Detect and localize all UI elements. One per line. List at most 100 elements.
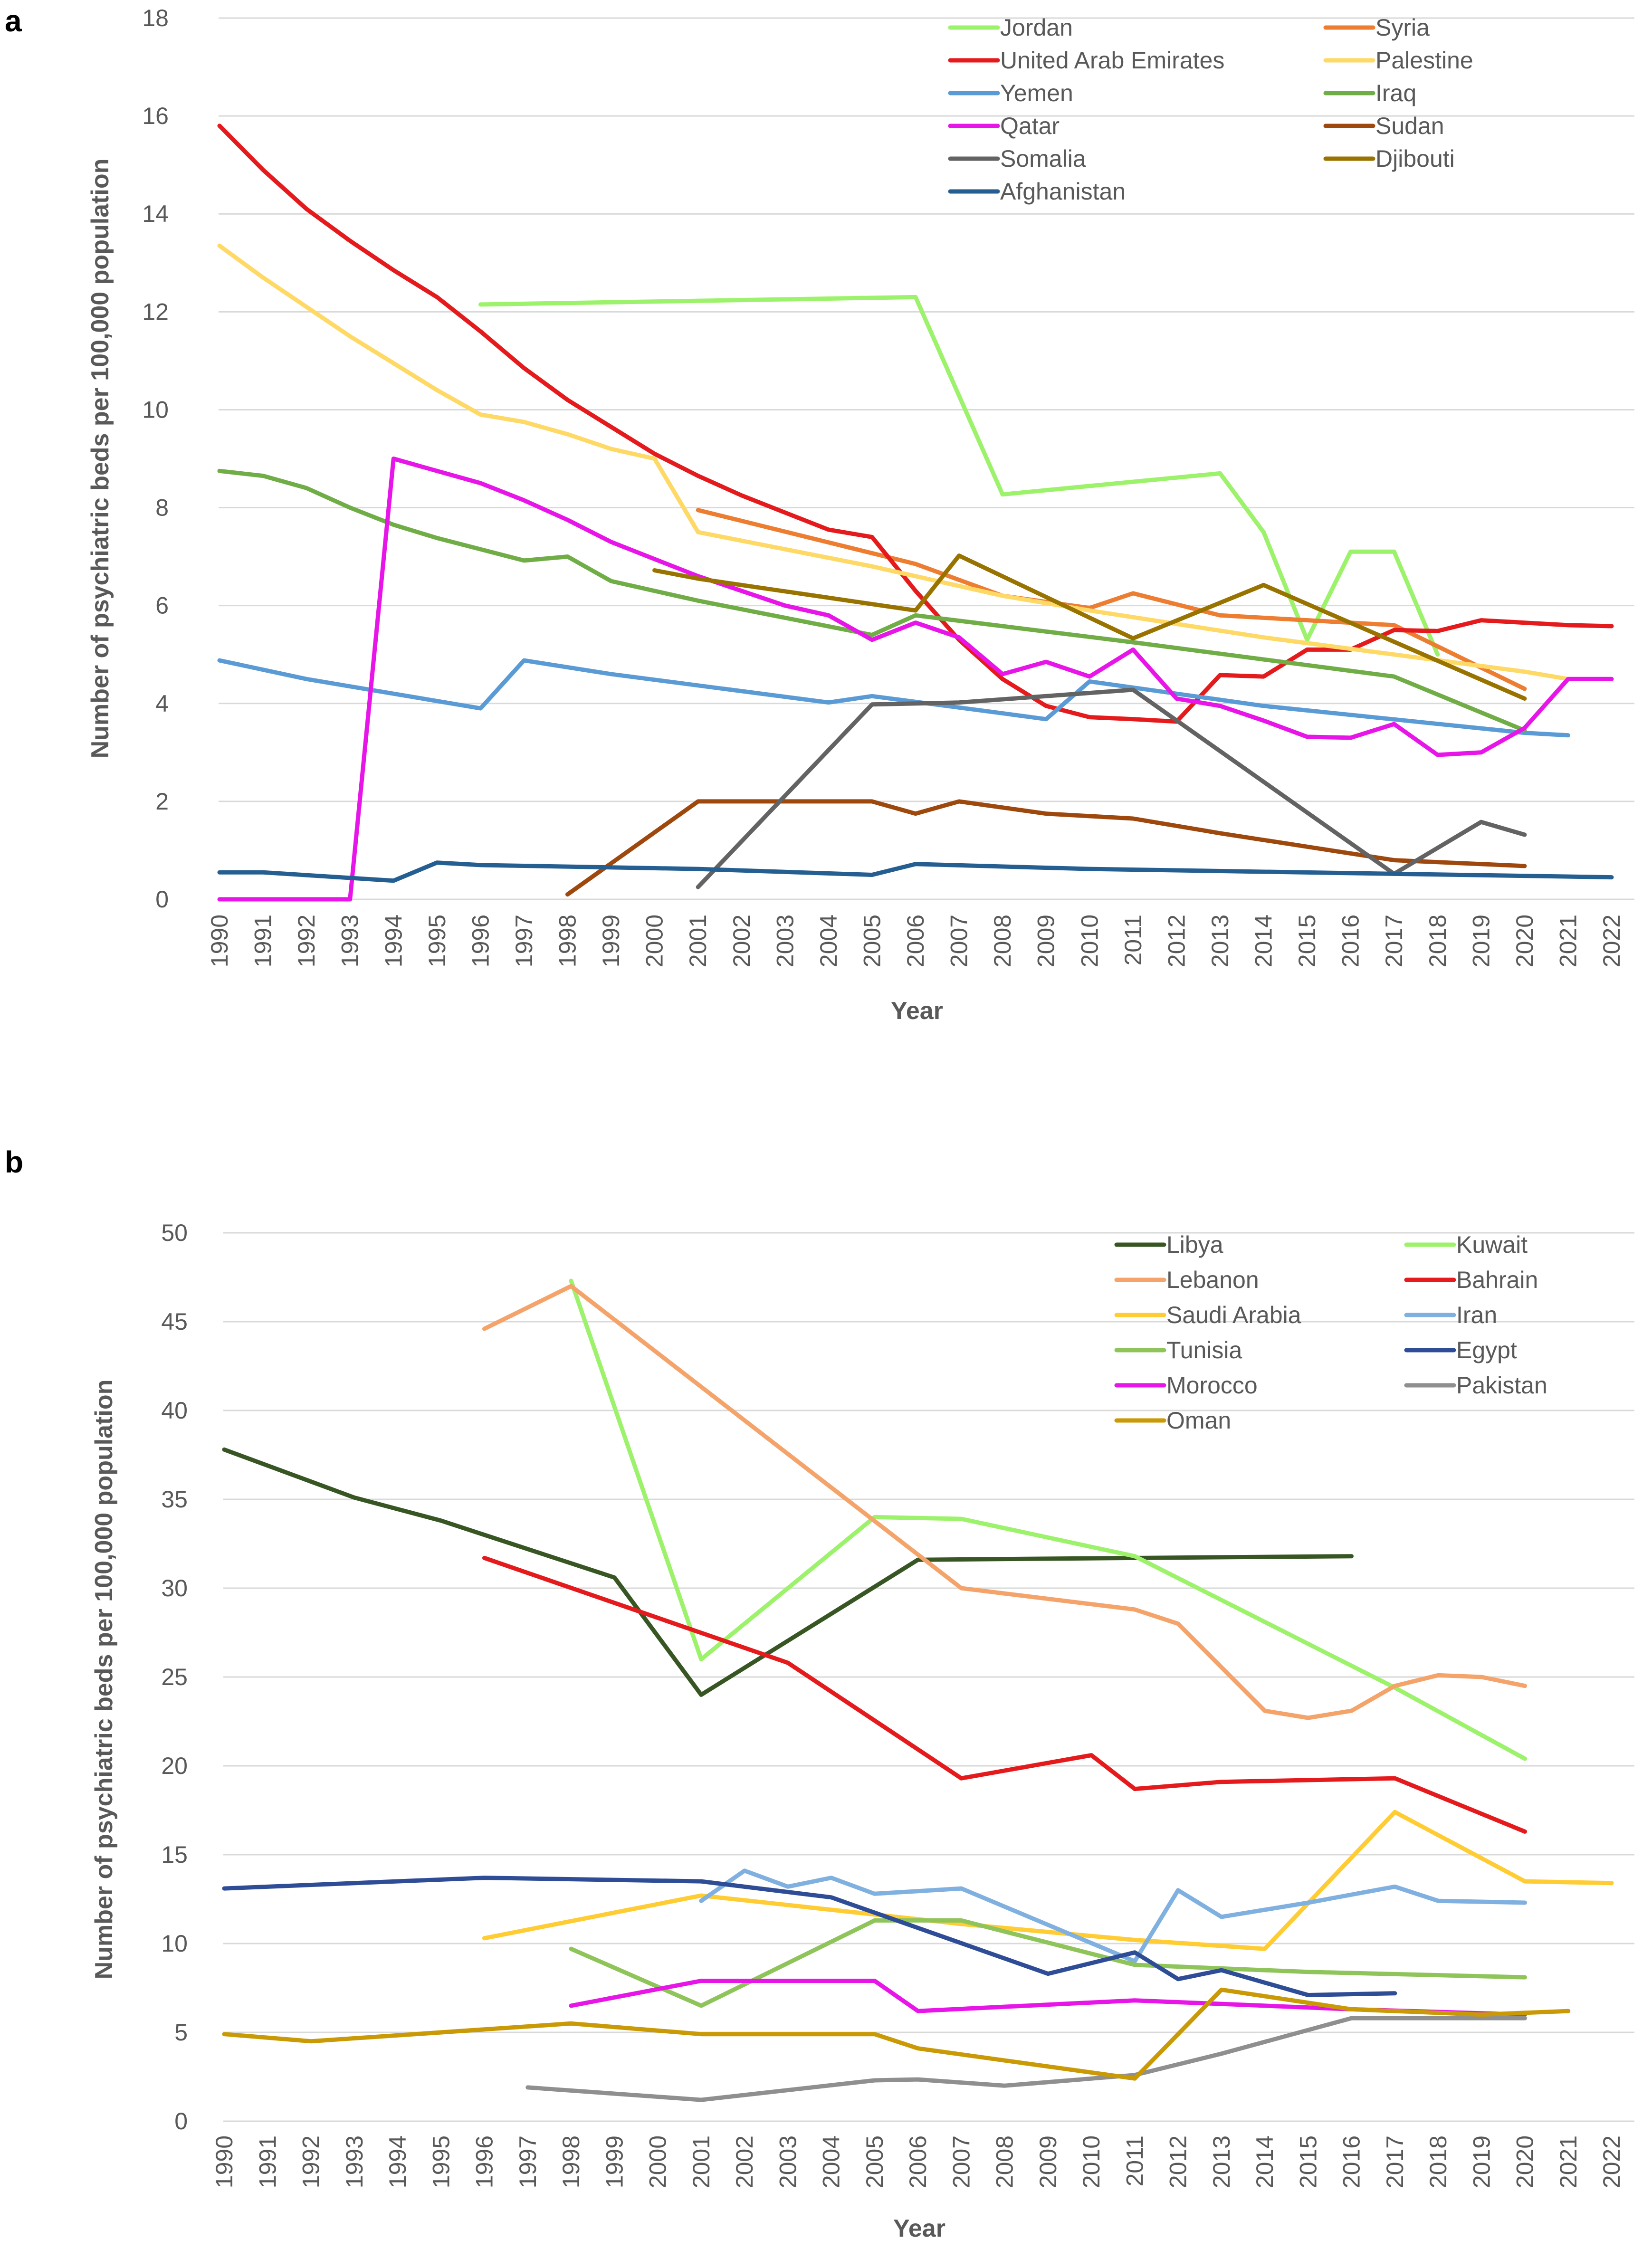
x-tick-label: 1992 bbox=[298, 2135, 325, 2188]
y-tick-label: 50 bbox=[161, 1220, 188, 1246]
y-tick-label: 2 bbox=[155, 788, 169, 815]
x-tick-label: 2008 bbox=[992, 2135, 1018, 2188]
y-axis-title: Number of psychiatric beds per 100,000 p… bbox=[90, 1380, 118, 1980]
series-line-yemen bbox=[217, 658, 1570, 738]
x-tick-label: 2010 bbox=[1078, 2135, 1105, 2188]
legend-label-pakistan: Pakistan bbox=[1456, 1372, 1547, 1399]
series-line-djibouti bbox=[652, 553, 1527, 701]
x-tick-label: 1999 bbox=[601, 2135, 628, 2188]
y-tick-label: 12 bbox=[142, 298, 169, 325]
y-tick-label: 10 bbox=[161, 1930, 188, 1957]
y-tick-label: 45 bbox=[161, 1308, 188, 1335]
x-tick-label: 2018 bbox=[1424, 915, 1451, 967]
x-tick-label: 1991 bbox=[250, 915, 277, 967]
series-line-afghanistan bbox=[217, 860, 1614, 883]
series-line-palestine bbox=[217, 243, 1570, 681]
legend-label-qatar: Qatar bbox=[1000, 113, 1060, 139]
legend-label-oman: Oman bbox=[1166, 1407, 1231, 1434]
x-tick-label: 2001 bbox=[688, 2135, 715, 2188]
panel-a: a 0 2 4 6 8 10 12 14 16 18 1990 1991 1992 1993 1994 1995… bbox=[5, 4, 1634, 1025]
x-tick-label: 2005 bbox=[861, 2135, 888, 2188]
x-tick-label: 1992 bbox=[293, 915, 320, 967]
series-line-iran bbox=[699, 1868, 1527, 1963]
series-line-oman bbox=[222, 1987, 1571, 2081]
series-line-egypt bbox=[222, 1876, 1397, 1997]
x-tick-label: 2011 bbox=[1121, 2135, 1148, 2187]
x-tick-label: 2013 bbox=[1208, 2135, 1235, 2188]
series-line-pakistan bbox=[525, 2016, 1527, 2102]
x-tick-label: 1998 bbox=[554, 915, 581, 967]
x-tick-label: 2021 bbox=[1555, 2135, 1582, 2188]
x-tick-label: 2013 bbox=[1207, 915, 1233, 967]
x-tick-label: 2010 bbox=[1076, 915, 1103, 967]
y-tick-label: 30 bbox=[161, 1575, 188, 1601]
legend-label-afghanistan: Afghanistan bbox=[1000, 178, 1126, 205]
y-tick-label: 14 bbox=[142, 200, 169, 227]
x-tick-label: 2000 bbox=[641, 915, 668, 967]
x-tick-label: 2001 bbox=[685, 915, 711, 967]
x-tick-label: 1995 bbox=[424, 915, 450, 967]
x-tick-label: 2003 bbox=[772, 915, 798, 967]
y-tick-label: 18 bbox=[142, 5, 169, 31]
y-tick-label: 15 bbox=[161, 1841, 188, 1868]
series-line-jordan bbox=[478, 295, 1440, 657]
x-tick-label: 2006 bbox=[902, 915, 929, 967]
x-tick-label: 1996 bbox=[471, 2135, 498, 2188]
x-tick-label: 2021 bbox=[1555, 915, 1581, 967]
x-tick-label: 1990 bbox=[206, 915, 233, 967]
x-axis-title: Year bbox=[891, 997, 943, 1025]
x-axis-title: Year bbox=[893, 2215, 945, 2242]
y-tick-label: 20 bbox=[161, 1753, 188, 1779]
legend-label-united-arab-emirates: United Arab Emirates bbox=[1000, 47, 1224, 74]
x-tick-label: 2019 bbox=[1468, 2135, 1495, 2188]
x-tick-label: 1997 bbox=[511, 915, 537, 967]
legend-label-libya: Libya bbox=[1166, 1231, 1223, 1258]
x-tick-label: 1993 bbox=[341, 2135, 368, 2188]
x-tick-label: 2005 bbox=[859, 915, 885, 967]
x-tick-label: 2009 bbox=[1035, 2135, 1061, 2188]
y-tick-label: 6 bbox=[155, 592, 169, 619]
x-tick-label: 2000 bbox=[645, 2135, 671, 2188]
legend-label-somalia: Somalia bbox=[1000, 145, 1086, 172]
x-tick-label: 2002 bbox=[731, 2135, 758, 2188]
y-tick-label: 4 bbox=[155, 690, 169, 717]
x-tick-label: 1996 bbox=[467, 915, 494, 967]
x-tick-label: 1995 bbox=[428, 2135, 454, 2188]
series-line-libya bbox=[222, 1447, 1354, 1697]
x-tick-label: 2022 bbox=[1598, 915, 1625, 967]
x-tick-label: 1993 bbox=[337, 915, 363, 967]
x-tick-label: 2014 bbox=[1251, 2135, 1278, 2188]
x-tick-label: 1994 bbox=[384, 2135, 411, 2188]
x-tick-label: 1999 bbox=[598, 915, 624, 967]
x-tick-label: 2017 bbox=[1382, 2135, 1408, 2188]
legend: Libya Kuwait Lebanon Bahrain Saudi Arabia Ira… bbox=[1114, 1231, 1547, 1434]
series-line-lebanon bbox=[482, 1284, 1527, 1720]
y-tick-label: 35 bbox=[161, 1486, 188, 1513]
x-tick-label: 2012 bbox=[1163, 915, 1190, 967]
legend-label-palestine: Palestine bbox=[1375, 47, 1473, 74]
x-tick-label: 2020 bbox=[1511, 915, 1538, 967]
legend-label-djibouti: Djibouti bbox=[1375, 145, 1455, 172]
panel-b: b 0 5 10 15 20 25 30 35 40 45 50 1990 1991 1992 1993 199… bbox=[5, 1145, 1634, 2242]
legend-label-egypt: Egypt bbox=[1456, 1337, 1517, 1363]
x-tick-label: 2014 bbox=[1251, 915, 1277, 967]
x-tick-label: 1994 bbox=[380, 915, 407, 967]
x-tick-label: 2016 bbox=[1338, 2135, 1365, 2188]
legend-label-yemen: Yemen bbox=[1000, 80, 1073, 106]
x-tick-label: 2008 bbox=[989, 915, 1016, 967]
x-tick-label: 1991 bbox=[254, 2135, 281, 2188]
x-tick-label: 2003 bbox=[774, 2135, 801, 2188]
x-tick-label: 2017 bbox=[1381, 915, 1407, 967]
legend: Jordan Syria United Arab Emirates Palestine… bbox=[948, 14, 1473, 205]
x-tick-label: 1997 bbox=[515, 2135, 541, 2188]
legend-label-iraq: Iraq bbox=[1375, 80, 1416, 106]
legend-label-jordan: Jordan bbox=[1000, 14, 1073, 41]
legend-label-sudan: Sudan bbox=[1375, 113, 1444, 139]
x-tick-label: 2015 bbox=[1294, 915, 1320, 967]
y-tick-label: 40 bbox=[161, 1397, 188, 1424]
legend-label-saudi-arabia: Saudi Arabia bbox=[1166, 1302, 1301, 1328]
legend-label-syria: Syria bbox=[1375, 14, 1430, 41]
series-line-tunisia bbox=[569, 1918, 1527, 2008]
series-line-sudan bbox=[565, 799, 1527, 897]
